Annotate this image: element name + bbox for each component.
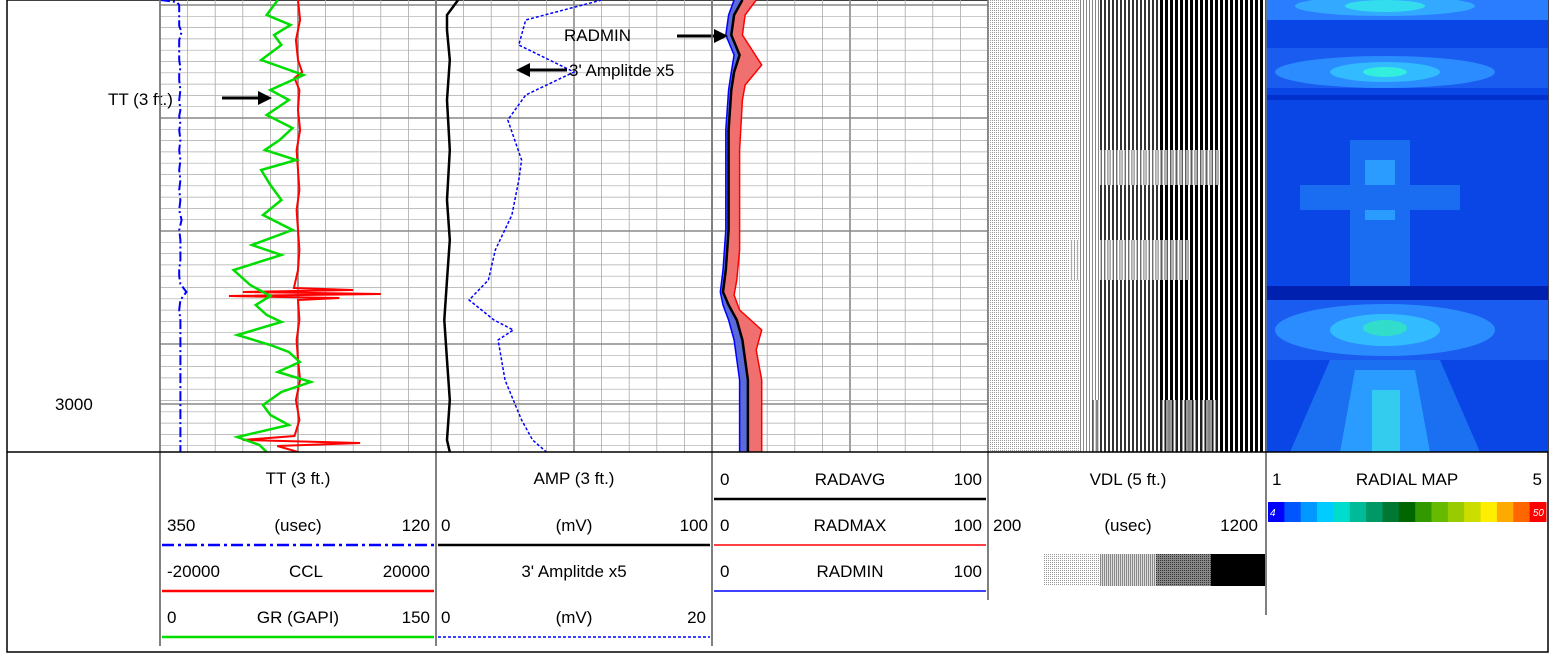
- vdl-scale-swatch-3: [1156, 554, 1211, 586]
- radmap-min: 1: [1272, 470, 1281, 489]
- radmap-scale-swatch: [1464, 502, 1482, 522]
- radmax-min: 0: [720, 516, 729, 535]
- amp-curve: [443, 0, 460, 452]
- vdl-image: [988, 0, 1266, 452]
- vdl-scale-swatch-4: [1211, 554, 1265, 586]
- amp-title: AMP (3 ft.): [534, 469, 615, 488]
- radmap-scale-max: 50: [1533, 508, 1545, 519]
- ccl-max: 20000: [383, 562, 430, 581]
- track2-header: AMP (3 ft.) 0 (mV) 100 3' Amplitde x5 0 …: [438, 469, 710, 638]
- tt-max: 120: [402, 516, 430, 535]
- ccl-curve: [228, 0, 381, 452]
- depth-label: 3000: [55, 395, 93, 414]
- tt-curve: [160, 0, 188, 452]
- vdl-scale-swatch-1: [1044, 554, 1100, 586]
- gr-min: 0: [167, 608, 176, 627]
- gr-title: GR (GAPI): [257, 608, 339, 627]
- amp5-min: 0: [441, 608, 450, 627]
- radmax-fill: [723, 0, 762, 452]
- radavg-title: RADAVG: [815, 470, 886, 489]
- radmax-max: 100: [954, 516, 982, 535]
- track1-header: TT (3 ft.) 350 (usec) 120 -20000 CCL 200…: [162, 469, 434, 639]
- radmap-scale-min: 4: [1270, 508, 1276, 519]
- radmap-scale-swatch: [1529, 502, 1547, 522]
- radmax-title: RADMAX: [814, 516, 887, 535]
- amp5-max: 20: [687, 608, 706, 627]
- tt-arrow-icon: [258, 91, 272, 105]
- radmax-curve: [733, 0, 763, 452]
- ccl-title: CCL: [289, 562, 323, 581]
- radmap-color-scale: [1268, 502, 1547, 522]
- amp5-curve: [467, 0, 602, 452]
- radmap-scale-swatch: [1431, 502, 1449, 522]
- tt-unit: (usec): [274, 516, 321, 535]
- tt-annotation-label: TT (3 ft.): [108, 90, 173, 109]
- amp-min: 0: [441, 516, 450, 535]
- radmap-title: RADIAL MAP: [1356, 470, 1458, 489]
- track5-header: 1 RADIAL MAP 5 4 50: [1268, 470, 1547, 522]
- tt-min: 350: [167, 516, 195, 535]
- vdl-unit: (usec): [1104, 516, 1151, 535]
- radmap-scale-swatch: [1349, 502, 1367, 522]
- amp5-annotation-label: 3' Amplitde x5: [569, 61, 674, 80]
- radmap-scale-swatch: [1333, 502, 1351, 522]
- radmin-min: 0: [720, 562, 729, 581]
- header-dividers: [159, 452, 1267, 646]
- radmap-scale-swatch: [1415, 502, 1433, 522]
- amp5-arrow-icon: [516, 63, 530, 77]
- radmap-scale-swatch: [1300, 502, 1318, 522]
- track-separators: [159, 0, 1267, 452]
- radmin-curve: [719, 0, 741, 452]
- radmap-scale-swatch: [1268, 502, 1285, 522]
- radial-map-image: [1266, 0, 1548, 452]
- radmin-annotation-label: RADMIN: [564, 26, 631, 45]
- radmap-scale-swatch: [1284, 502, 1302, 522]
- radmin-max: 100: [954, 562, 982, 581]
- radmap-scale-swatch: [1366, 502, 1383, 522]
- amp-unit: (mV): [556, 516, 593, 535]
- vdl-min: 200: [993, 516, 1021, 535]
- radmap-scale-swatch: [1382, 502, 1400, 522]
- annotations: TT (3 ft.) RADMIN 3' Amplitde x5 3000: [55, 26, 728, 414]
- amp5-title: 3' Amplitde x5: [521, 562, 626, 581]
- vdl-scale-swatch-2: [1100, 554, 1156, 586]
- tt-title: TT (3 ft.): [266, 469, 331, 488]
- amp-max: 100: [680, 516, 708, 535]
- radavg-max: 100: [954, 470, 982, 489]
- radmap-scale-swatch: [1398, 502, 1416, 522]
- radmap-scale-swatch: [1496, 502, 1514, 522]
- vdl-title: VDL (5 ft.): [1090, 470, 1167, 489]
- gr-curve: [231, 0, 315, 452]
- radmap-scale-swatch: [1513, 502, 1531, 522]
- radavg-curve: [721, 0, 750, 452]
- radmap-scale-swatch: [1317, 502, 1334, 522]
- vdl-max: 1200: [1220, 516, 1258, 535]
- radavg-min: 0: [720, 470, 729, 489]
- radmap-scale-swatch: [1480, 502, 1498, 522]
- gr-max: 150: [402, 608, 430, 627]
- radmin-arrow-icon: [714, 29, 728, 43]
- track4-header: VDL (5 ft.) 200 (usec) 1200: [993, 470, 1265, 586]
- track3-header: 0 RADAVG 100 0 RADMAX 100 0 RADMIN 100: [714, 470, 986, 592]
- radmap-max: 5: [1533, 470, 1542, 489]
- amp5-unit: (mV): [556, 608, 593, 627]
- radmin-title: RADMIN: [816, 562, 883, 581]
- ccl-min: -20000: [167, 562, 220, 581]
- radmap-scale-swatch: [1447, 502, 1465, 522]
